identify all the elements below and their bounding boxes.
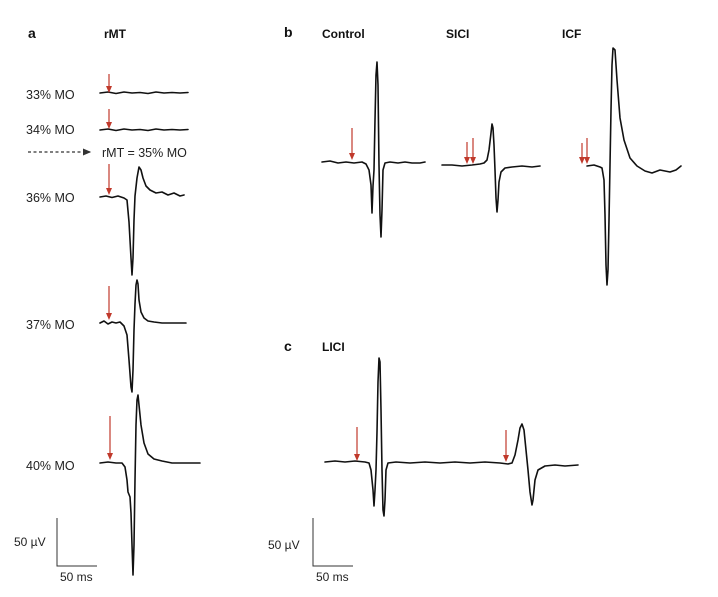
stimulus-arrow-control (349, 128, 355, 160)
scale-voltage-label-c: 50 µV (268, 538, 300, 552)
header-lici: LICI (322, 340, 345, 354)
trace-40 (99, 394, 201, 576)
stimulus-arrow-icf-conditioning (579, 143, 585, 164)
threshold-label: rMT = 35% MO (102, 146, 187, 160)
stimulus-arrow-icf-test (584, 138, 590, 164)
scale-time-label-a: 50 ms (60, 570, 93, 584)
stimulus-arrow-34 (106, 109, 112, 129)
scale-time-label-c: 50 ms (316, 570, 349, 584)
trace-37 (99, 279, 187, 393)
panel-a-letter: a (28, 25, 36, 41)
intensity-label-40: 40% MO (26, 459, 75, 473)
trace-icf (586, 47, 682, 286)
stimulus-arrow-40 (107, 416, 113, 460)
trace-36 (99, 166, 185, 276)
trace-sici (441, 123, 541, 213)
stimulus-arrow-33 (106, 74, 112, 93)
trace-33 (99, 91, 189, 95)
intensity-label-33: 33% MO (26, 88, 75, 102)
stimulus-arrow-37 (106, 286, 112, 320)
stimulus-arrow-sici-test (470, 138, 476, 164)
header-control: Control (322, 27, 365, 41)
intensity-label-36: 36% MO (26, 191, 75, 205)
header-sici: SICI (446, 27, 469, 41)
trace-control (321, 61, 426, 238)
trace-34 (99, 128, 189, 132)
stimulus-arrow-sici-conditioning (464, 142, 470, 164)
intensity-label-34: 34% MO (26, 123, 75, 137)
header-icf: ICF (562, 27, 581, 41)
stimulus-arrow-lici-conditioning (354, 427, 360, 461)
scale-voltage-label-a: 50 µV (14, 535, 46, 549)
intensity-label-37: 37% MO (26, 318, 75, 332)
panel-c-letter: c (284, 338, 292, 354)
stimulus-arrow-36 (106, 164, 112, 195)
panel-a-header: rMT (104, 27, 127, 41)
scale-bar-a (56, 518, 97, 567)
panel-b-letter: b (284, 24, 293, 40)
stimulus-arrow-lici-test (503, 430, 509, 462)
scale-bar-c (312, 518, 353, 567)
trace-lici (324, 357, 579, 517)
